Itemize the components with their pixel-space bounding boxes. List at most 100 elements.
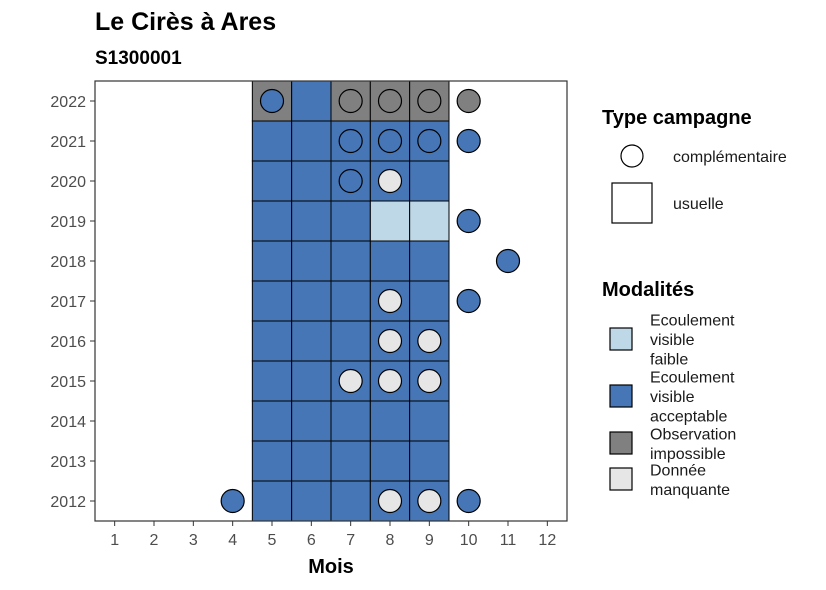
tile [409,280,450,322]
tile [369,200,411,242]
tile [369,240,411,282]
tile [291,160,332,202]
tile [291,400,332,442]
legend-modality-label: impossible [650,446,726,463]
tile [409,400,450,442]
x-tick-label: 1 [110,532,119,549]
legend-modality-label: Ecoulement [650,313,735,330]
x-tick-label: 11 [500,532,517,549]
x-axis-title: Mois [308,556,354,578]
point [456,88,481,114]
y-tick-label: 2017 [50,294,86,311]
tile [251,400,293,442]
tile [409,240,450,282]
point [377,88,403,114]
x-tick-label: 4 [228,532,237,549]
x-tick-label: 12 [538,532,556,549]
y-tick-label: 2016 [50,334,86,351]
legend-modality-title: Modalités [602,279,694,301]
y-tick-label: 2022 [50,94,86,111]
point [377,488,403,514]
y-tick-label: 2019 [50,214,86,231]
tile [291,280,332,322]
legend-circle-key [620,144,644,168]
point [338,128,363,154]
tile [330,480,371,522]
tile [251,360,293,402]
tile [409,440,450,482]
tile [330,400,371,442]
point [338,88,363,114]
tile [291,240,332,282]
y-tick-label: 2015 [50,374,86,391]
legend-modality-label: Donnée [650,462,706,479]
point [338,368,363,394]
legend-type-item: usuelle [673,196,724,213]
legend-modality-label: acceptable [650,409,727,426]
tile [369,400,411,442]
legend-modality-swatch [609,467,633,491]
legend-modality-label: visible [650,389,695,406]
tile [330,440,371,482]
legend-modality-items: EcoulementvisiblefaibleEcoulementvisible… [609,313,736,499]
tile [330,280,371,322]
tile [291,320,332,362]
legend-modality-swatch [609,327,633,351]
tile [251,240,293,282]
tile [291,480,332,522]
legend-type-item: complémentaire [673,149,787,166]
tile [251,120,293,162]
point [220,488,245,514]
x-axis: 1 2 3 4 5 6 7 8 9 10 11 12 [110,521,556,549]
tile [330,240,371,282]
legend-modality-label: visible [650,332,695,349]
legend: Type campagne complémentaire usuelle Mod… [602,107,787,499]
x-tick-label: 3 [189,532,198,549]
tile [291,200,332,242]
tile [369,440,411,482]
tile [251,440,293,482]
legend-modality-swatch [609,431,633,455]
tile [291,120,332,162]
point [417,368,442,394]
legend-modality-label: faible [650,352,688,369]
tiles-layer [251,80,450,522]
tile [409,200,450,242]
point [456,128,481,154]
y-tick-label: 2020 [50,174,86,191]
point [417,488,442,514]
points-layer [220,88,521,514]
point [338,168,363,194]
panel-border [94,80,568,522]
point [417,88,442,114]
tile [330,320,371,362]
x-tick-label: 8 [386,532,395,549]
x-tick-label: 10 [460,532,478,549]
tile [330,200,371,242]
tile [291,360,332,402]
tile [251,320,293,362]
tile [251,280,293,322]
y-tick-label: 2012 [50,494,86,511]
y-axis: 2012 2013 2014 2015 2016 2017 2018 2019 2020 2021… [50,94,95,511]
x-tick-label: 6 [307,532,316,549]
x-tick-label: 7 [346,532,355,549]
legend-square-key [611,182,653,224]
legend-modality-swatch [609,384,633,408]
point [456,288,481,314]
point [377,368,403,394]
y-tick-label: 2018 [50,254,86,271]
point [417,128,442,154]
tile [251,200,293,242]
legend-modality-label: Observation [650,426,736,443]
x-tick-label: 9 [425,532,434,549]
chart-title: Le Cirès à Ares [95,8,276,36]
x-tick-label: 2 [150,532,159,549]
y-tick-label: 2021 [50,134,86,151]
y-tick-label: 2014 [50,414,86,431]
point [377,328,403,354]
point [417,328,442,354]
tile [291,440,332,482]
legend-modality-label: manquante [650,482,730,499]
